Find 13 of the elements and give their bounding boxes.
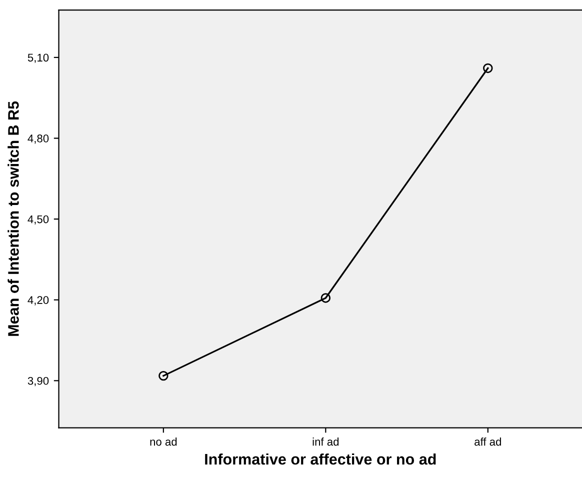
x-axis-title: Informative or affective or no ad [205,453,436,465]
x-tick-label: inf ad [312,438,339,446]
x-tick-label: no ad [150,438,177,446]
y-tick-label: 3,90 [28,376,49,386]
x-tick-label: aff ad [474,438,501,446]
y-tick-label: 4,50 [28,215,49,225]
point [158,370,168,381]
y-tick-label: 4,80 [28,134,49,144]
y-tick-label: 5,10 [28,54,49,63]
y-axis-title: Mean of Intention to switch B R5 [8,101,19,336]
point [320,293,331,303]
y-tick-label: 4,20 [28,296,49,306]
point [483,63,493,74]
